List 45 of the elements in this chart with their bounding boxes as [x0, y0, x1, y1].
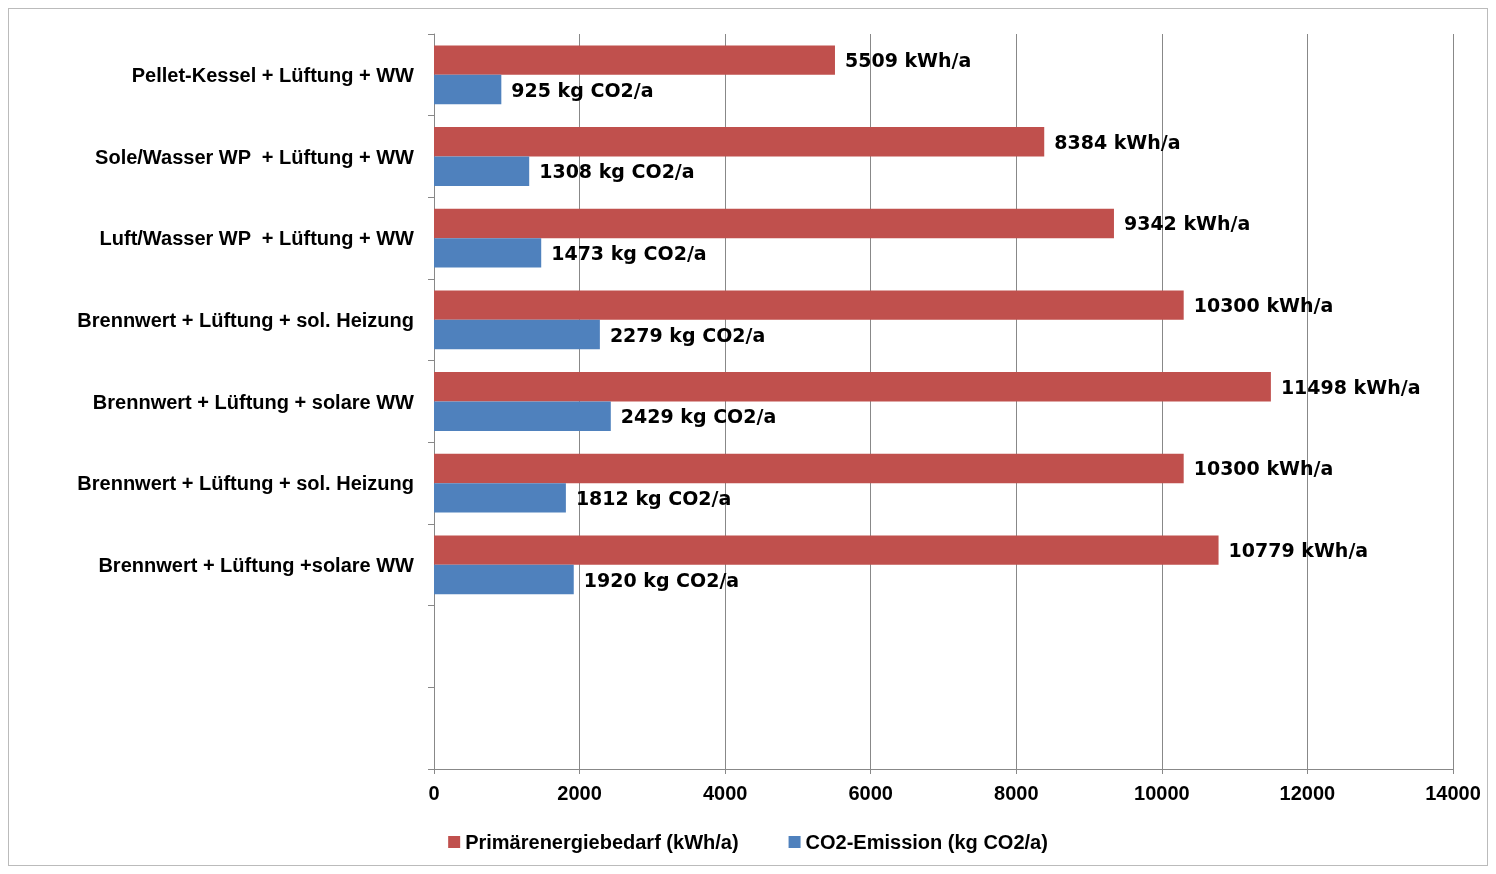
bar	[434, 74, 502, 105]
data-label: 10300 kWh/a	[1193, 457, 1334, 480]
bar	[434, 319, 600, 350]
y-tick-label: Sole/Wasser WP + Lüftung + WW	[95, 145, 415, 168]
x-tick-label: 0	[428, 782, 440, 804]
bar	[434, 208, 1114, 239]
x-tick-label: 12000	[1279, 782, 1336, 804]
bar	[434, 290, 1184, 320]
x-tick-label: 8000	[994, 782, 1039, 804]
bar	[434, 401, 611, 431]
y-tick-label: Brennwert + Lüftung + sol. Heizung	[77, 308, 414, 331]
bar	[434, 372, 1271, 402]
bar	[434, 127, 1045, 157]
data-label: 2429 kg CO2/a	[620, 405, 777, 428]
x-tick-label: 14000	[1425, 782, 1481, 804]
data-label: 1812 kg CO2/a	[575, 486, 732, 509]
legend-label: CO2-Emission (kg CO2/a)	[805, 831, 1048, 853]
bar	[434, 535, 1219, 565]
data-label: 2279 kg CO2/a	[609, 323, 766, 346]
bar	[434, 45, 835, 75]
bar	[434, 483, 566, 513]
y-tick-label: Brennwert + Lüftung + solare WW	[92, 390, 415, 413]
y-tick-label: Luft/Wasser WP + Lüftung + WW	[99, 227, 415, 250]
data-label: 11498 kWh/a	[1280, 375, 1421, 398]
data-label: 925 kg CO2/a	[511, 78, 654, 101]
data-label: 5509 kWh/a	[844, 49, 972, 72]
data-label: 1308 kg CO2/a	[539, 160, 695, 183]
data-label: 9342 kWh/a	[1123, 212, 1251, 235]
x-tick-label: 10000	[1134, 782, 1190, 804]
x-tick-label: 2000	[557, 782, 602, 804]
bar	[434, 238, 542, 268]
data-label: 10300 kWh/a	[1193, 294, 1334, 317]
x-tick-label: 6000	[848, 782, 893, 804]
bar	[434, 156, 530, 186]
y-tick-label: Brennwert + Lüftung + sol. Heizung	[77, 472, 414, 495]
legend-label: Primärenergiebedarf (kWh/a)	[465, 831, 739, 853]
data-label: 10779 kWh/a	[1228, 539, 1369, 562]
data-label: 8384 kWh/a	[1054, 130, 1181, 153]
bar	[434, 564, 574, 595]
data-label: 1920 kg CO2/a	[583, 568, 740, 591]
data-label: 1473 kg CO2/a	[551, 241, 707, 264]
bar	[434, 453, 1184, 484]
y-tick-label: Pellet-Kessel + Lüftung + WW	[131, 63, 415, 86]
y-tick-label: Brennwert + Lüftung +solare WW	[98, 553, 415, 576]
x-tick-label: 4000	[702, 782, 748, 804]
